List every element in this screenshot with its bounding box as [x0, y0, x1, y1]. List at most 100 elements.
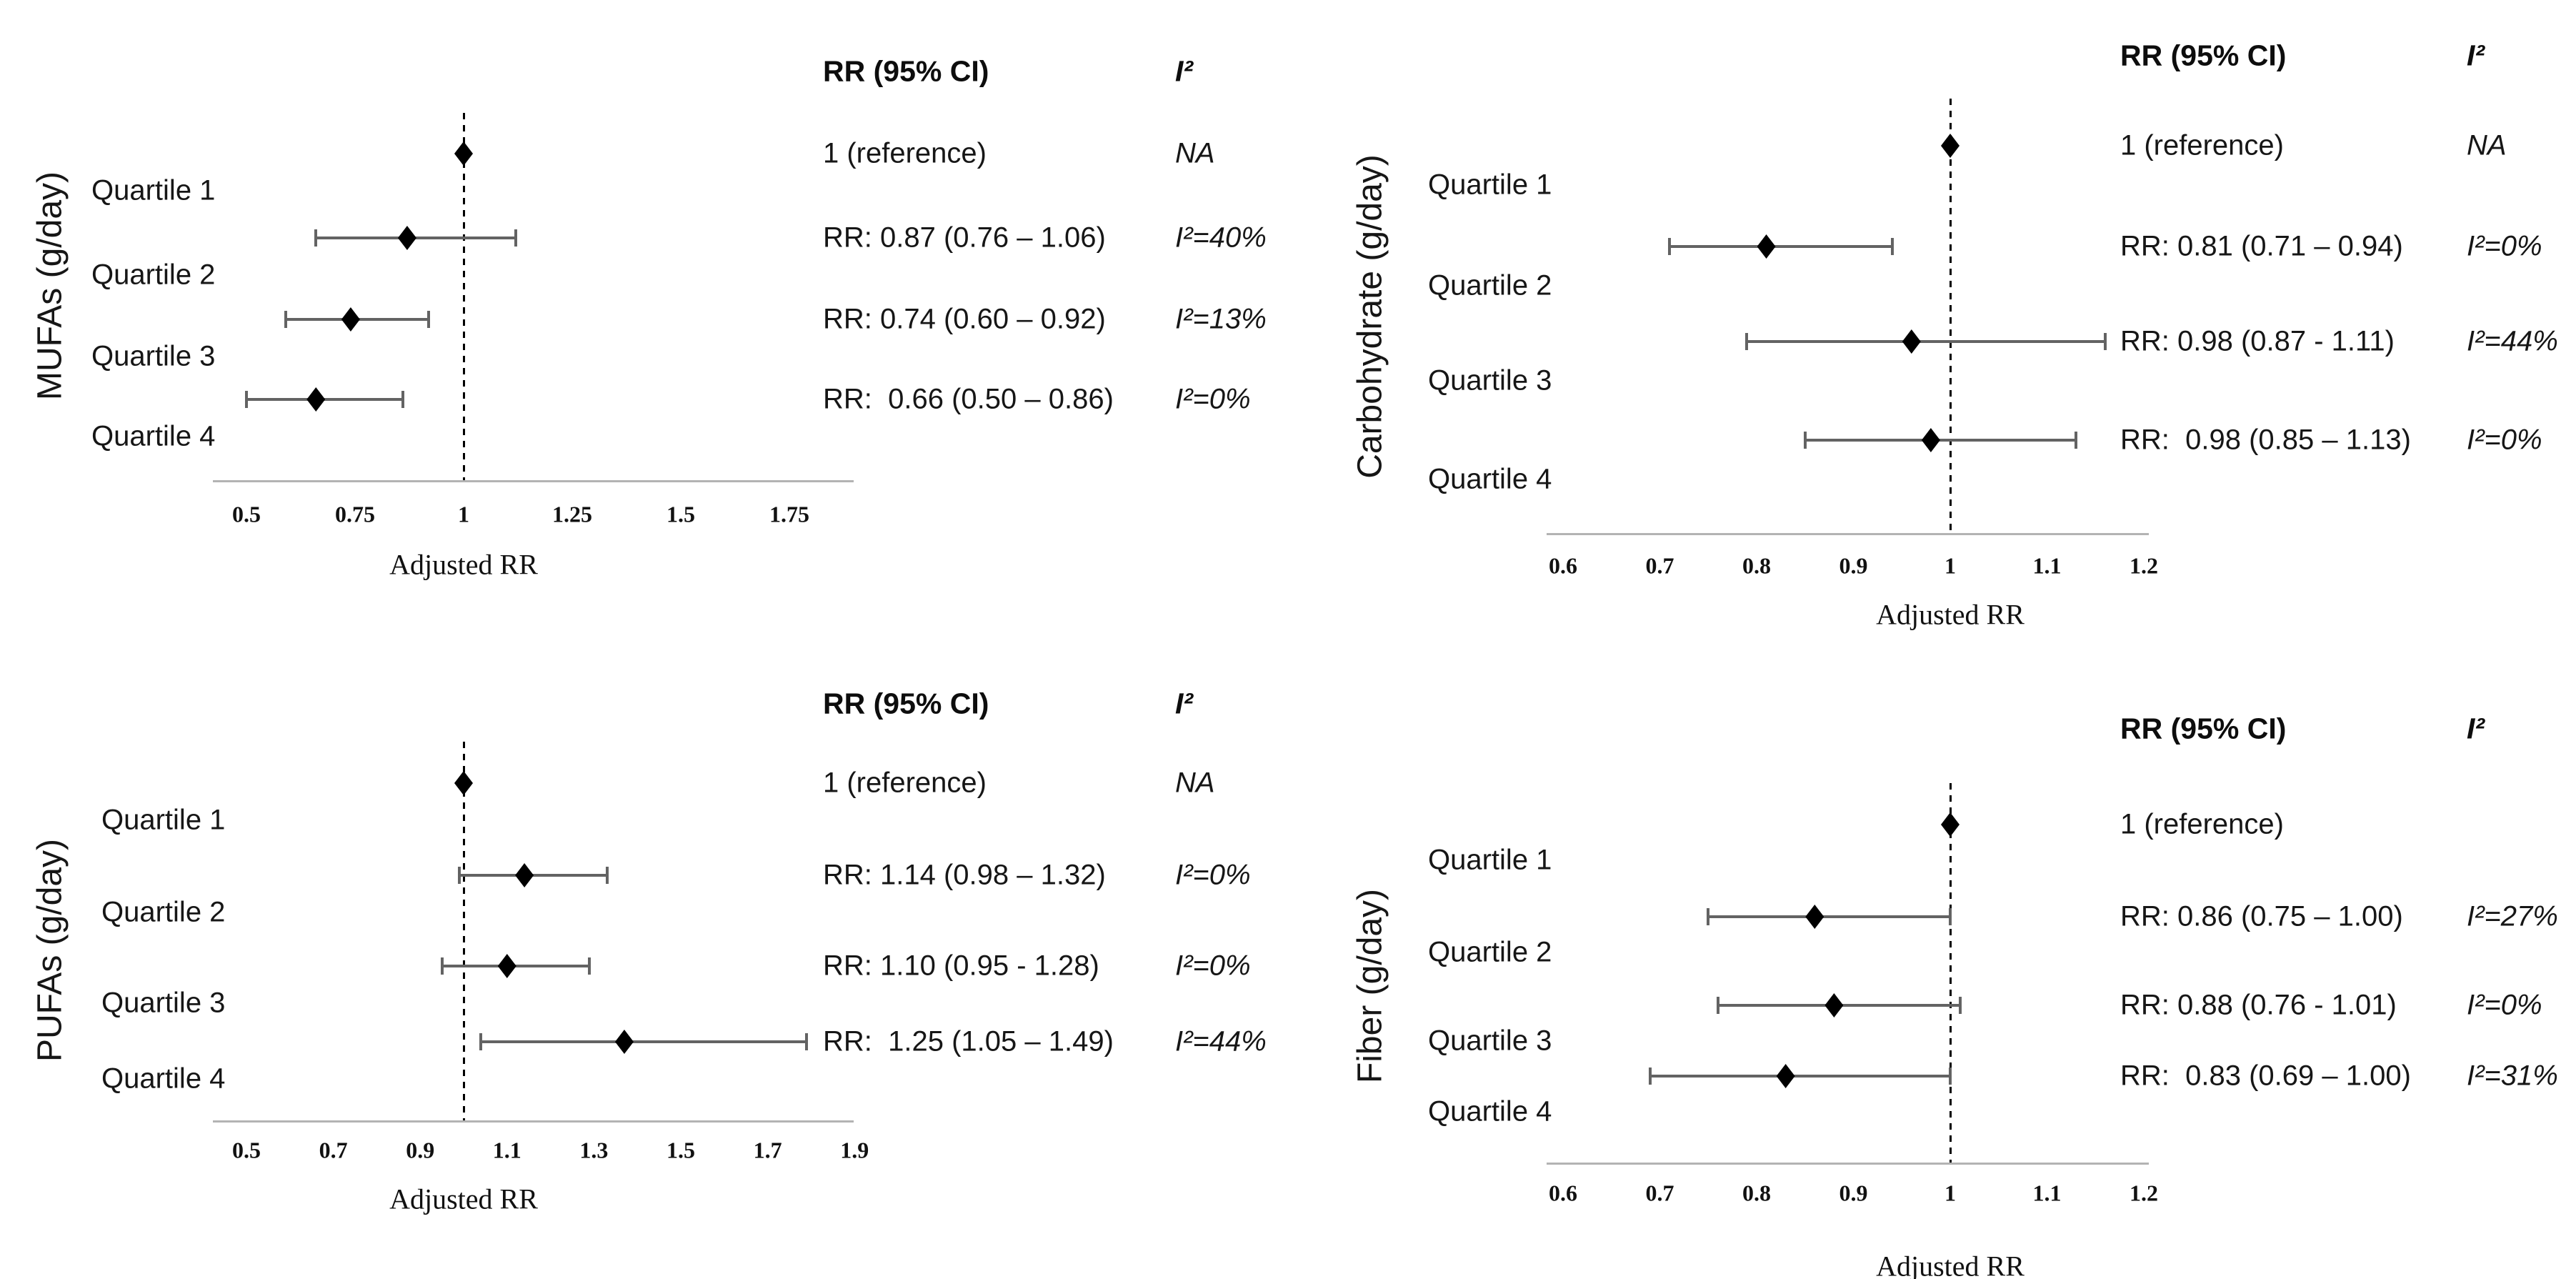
x-tick-label: 0.6: [1549, 1180, 1577, 1206]
forest-panel-mufas: MUFAs (g/day) 0.5 0.75 1 1.25 1.5 1.75 Adjusted…: [0, 0, 1288, 593]
reference-line: [1949, 99, 1952, 533]
reference-line: [462, 113, 465, 480]
forest-panel-fiber: Fiber (g/day) 0.6 0.7 0.8 0.9 1 1.1 1.2 Adjusted…: [1288, 712, 2576, 1279]
ci-whisker-cap-left: [284, 311, 287, 328]
x-tick-label: 0.8: [1742, 552, 1771, 579]
ci-whisker-cap-right: [2103, 333, 2107, 350]
ci-whisker-cap-right: [514, 229, 517, 247]
quartile-label: Quartile 3: [101, 987, 226, 1019]
point-marker: [306, 387, 326, 412]
x-axis-label: Adjusted RR: [389, 548, 538, 581]
rr-ci-value: RR: 0.98 (0.87 - 1.11): [2120, 325, 2395, 357]
point-marker: [1805, 905, 1824, 929]
rr-ci-value: RR: 0.88 (0.76 - 1.01): [2120, 989, 2397, 1021]
x-tick-label: 1.7: [753, 1137, 782, 1163]
rr-ci-value: RR: 0.83 (0.69 – 1.00): [2120, 1060, 2411, 1092]
x-tick-label: 0.8: [1742, 1180, 1771, 1206]
x-axis-label: Adjusted RR: [1876, 1250, 2025, 1279]
rr-ci-column-header: RR (95% CI): [823, 54, 989, 88]
quartile-label: Quartile 4: [1428, 463, 1552, 495]
rr-ci-value: RR: 0.98 (0.85 – 1.13): [2120, 424, 2411, 456]
rr-ci-value: 1 (reference): [823, 137, 987, 169]
quartile-label: Quartile 4: [91, 420, 216, 452]
ci-whisker: [1649, 1075, 1950, 1078]
rr-ci-column-header: RR (95% CI): [2120, 712, 2287, 745]
ci-whisker-cap-right: [401, 391, 404, 408]
quartile-label: Quartile 2: [91, 259, 216, 291]
ci-whisker-cap-right: [1949, 908, 1952, 925]
x-tick-label: 0.75: [335, 501, 375, 527]
ci-whisker-cap-left: [245, 391, 248, 408]
x-tick-label: 1.9: [840, 1137, 869, 1163]
point-marker: [454, 141, 473, 166]
quartile-label: Quartile 2: [1428, 269, 1552, 302]
ci-whisker-cap-right: [427, 311, 431, 328]
x-tick-label: 1.3: [579, 1137, 609, 1163]
rr-ci-column-header: RR (95% CI): [2120, 39, 2287, 72]
rr-ci-value: RR: 0.86 (0.75 – 1.00): [2120, 900, 2403, 932]
point-marker: [1824, 993, 1844, 1017]
i2-column-header: I²: [2467, 712, 2485, 745]
x-tick-label: 1.1: [492, 1137, 521, 1163]
quartile-label: Quartile 3: [91, 340, 216, 372]
rr-ci-value: RR: 1.14 (0.98 – 1.32): [823, 859, 1106, 891]
ci-whisker: [1708, 915, 1950, 918]
x-tick-label: 0.9: [406, 1137, 435, 1163]
x-tick-label: 1: [1945, 1180, 1956, 1206]
x-tick-label: 1.1: [2032, 1180, 2062, 1206]
x-tick-label: 0.5: [232, 1137, 261, 1163]
i2-value: I²=44%: [2467, 325, 2558, 357]
ci-whisker-cap-left: [1707, 908, 1710, 925]
point-marker: [497, 954, 516, 978]
x-tick-label: 1.75: [769, 501, 809, 527]
forest-panel-pufas: PUFAs (g/day) 0.5 0.7 0.9 1.1 1.3 1.5 1.7 1.9 Adj…: [0, 593, 1288, 1279]
ci-whisker-cap-left: [1648, 1068, 1652, 1085]
x-tick-label: 1.25: [552, 501, 592, 527]
x-tick-label: 0.7: [319, 1137, 348, 1163]
x-tick-label: 0.7: [1645, 552, 1674, 579]
point-marker: [1941, 812, 1960, 837]
x-axis-line: [1547, 1163, 2149, 1165]
point-marker: [614, 1030, 634, 1054]
ci-whisker-cap-left: [1745, 333, 1749, 350]
rr-ci-value: 1 (reference): [2120, 808, 2284, 840]
y-axis-title: MUFAs (g/day): [31, 171, 69, 401]
ci-whisker-cap-left: [1668, 238, 1672, 255]
point-marker: [454, 771, 473, 795]
ci-whisker-cap-left: [479, 1033, 483, 1050]
quartile-label: Quartile 2: [1428, 936, 1552, 968]
rr-ci-value: 1 (reference): [2120, 129, 2284, 161]
quartile-label: Quartile 4: [101, 1062, 226, 1095]
quartile-label: Quartile 3: [1428, 1025, 1552, 1057]
i2-column-header: I²: [1175, 54, 1194, 88]
point-marker: [515, 863, 534, 887]
i2-value: I²=0%: [2467, 230, 2542, 262]
x-tick-label: 1.5: [667, 1137, 695, 1163]
rr-ci-value: RR: 1.10 (0.95 - 1.28): [823, 950, 1099, 982]
ci-whisker-cap-left: [1716, 997, 1719, 1014]
quartile-label: Quartile 1: [1428, 169, 1552, 201]
point-marker: [1902, 329, 1921, 354]
x-tick-label: 1: [458, 501, 469, 527]
reference-line: [462, 742, 465, 1120]
i2-value: I²=0%: [2467, 989, 2542, 1021]
x-axis-label: Adjusted RR: [389, 1183, 538, 1215]
point-marker: [1757, 234, 1776, 259]
point-marker: [341, 307, 360, 332]
i2-value: I²=13%: [1175, 303, 1267, 335]
rr-ci-column-header: RR (95% CI): [823, 687, 989, 720]
x-axis-line: [1547, 533, 2149, 535]
ci-whisker-cap-right: [1949, 1068, 1952, 1085]
y-axis-title: PUFAs (g/day): [31, 838, 69, 1062]
quartile-label: Quartile 2: [101, 896, 226, 928]
i2-value: I²=44%: [1175, 1025, 1267, 1057]
i2-value: I²=40%: [1175, 222, 1267, 254]
rr-ci-value: RR: 0.74 (0.60 – 0.92): [823, 303, 1106, 335]
ci-whisker-cap-left: [1803, 432, 1807, 449]
quartile-label: Quartile 4: [1428, 1095, 1552, 1128]
rr-ci-value: RR: 0.66 (0.50 – 0.86): [823, 383, 1114, 415]
quartile-label: Quartile 3: [1428, 364, 1552, 397]
i2-value: I²=0%: [1175, 950, 1251, 982]
y-axis-title: Carbohydrate (g/day): [1351, 154, 1389, 479]
ci-whisker: [1669, 245, 1892, 248]
